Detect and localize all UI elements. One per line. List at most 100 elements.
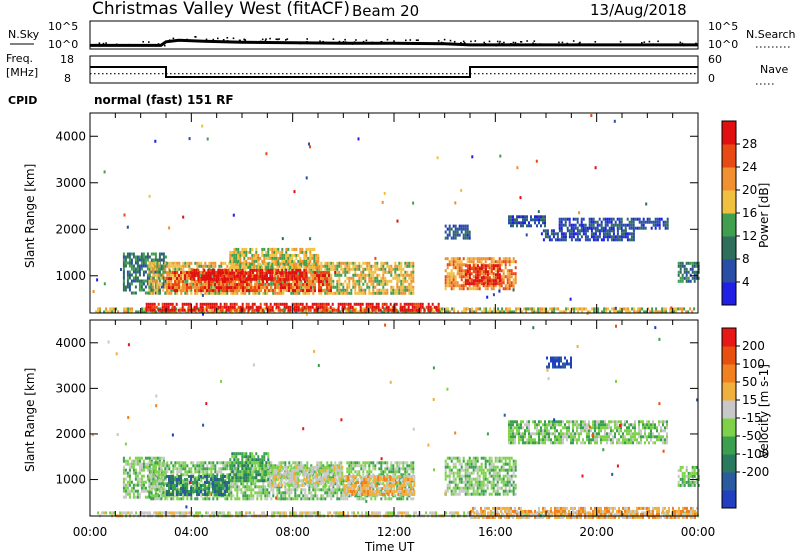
heatmap-cell: [213, 302, 216, 306]
heatmap-cell: [590, 235, 593, 239]
heatmap-cell: [140, 252, 143, 256]
heatmap-cell: [412, 279, 415, 283]
heatmap-cell: [150, 482, 153, 486]
heatmap-cell: [454, 233, 457, 237]
heatmap-cell: [453, 511, 456, 515]
heatmap-cell: [301, 302, 304, 306]
heatmap-cell: [220, 467, 223, 471]
heatmap-cell: [384, 288, 387, 292]
heatmap-cell: [226, 274, 228, 278]
heatmap-cell: [144, 486, 147, 490]
heatmap-cell: [307, 511, 310, 515]
heatmap-cell: [215, 305, 218, 309]
heatmap-cell: [235, 253, 238, 257]
heatmap-cell: [132, 492, 135, 496]
heatmap-cell: [490, 260, 493, 264]
heatmap-cell: [280, 291, 283, 295]
heatmap-cell: [376, 291, 379, 295]
heatmap-cell: [229, 305, 232, 309]
heatmap-cell: [575, 307, 578, 311]
heatmap-cell: [253, 511, 256, 515]
heatmap-cell: [182, 289, 184, 293]
heatmap-cell: [243, 247, 246, 251]
heatmap-cell: [213, 308, 216, 312]
heatmap-cell: [197, 277, 200, 281]
heatmap-cell: [677, 261, 680, 265]
heatmap-cell: [547, 310, 550, 314]
heatmap-cell: [344, 273, 347, 277]
heatmap-cell: [374, 267, 377, 271]
heatmap-cell: [460, 275, 463, 279]
heatmap-cell: [394, 276, 397, 280]
heatmap-cell: [594, 232, 597, 236]
heatmap-cell: [188, 264, 191, 268]
heatmap-cell: [314, 271, 316, 275]
heatmap-cell: [186, 286, 188, 290]
heatmap-cell: [174, 494, 177, 498]
heatmap-cell: [498, 287, 501, 291]
heatmap-cell: [344, 261, 347, 265]
heatmap-cell: [482, 276, 485, 280]
heatmap-cell: [611, 307, 614, 311]
heatmap-cell: [386, 270, 389, 274]
heatmap-cell: [562, 232, 565, 236]
heatmap-cell: [148, 473, 151, 477]
power-x-ticks: [89, 113, 699, 313]
heatmap-cell: [327, 302, 330, 306]
heatmap-cell: [299, 308, 302, 312]
heatmap-cell: [357, 302, 360, 306]
heatmap-cell: [308, 291, 311, 295]
heatmap-cell: [222, 261, 225, 265]
heatmap-cell: [124, 459, 127, 463]
heatmap-cell: [543, 307, 546, 311]
heatmap-cell: [566, 226, 569, 230]
heatmap-cell: [640, 226, 643, 230]
heatmap-cell: [218, 264, 221, 268]
heatmap-cell: [606, 220, 609, 224]
heatmap-cell: [130, 252, 133, 256]
heatmap-cell: [148, 461, 151, 465]
heatmap-cell: [285, 259, 288, 263]
heatmap-cell: [400, 291, 403, 295]
heatmap-cell: [594, 166, 597, 170]
heatmap-cell: [280, 274, 282, 278]
heatmap-cell: [311, 305, 314, 309]
nsky-point: [514, 41, 517, 44]
heatmap-cell: [313, 253, 316, 257]
heatmap-cell: [632, 229, 635, 233]
heatmap-cell: [148, 494, 151, 498]
heatmap-cell: [239, 271, 242, 275]
heatmap-cell: [303, 253, 306, 257]
heatmap-cell: [524, 215, 526, 219]
heatmap-cell: [540, 215, 542, 219]
nsky-point: [162, 42, 164, 45]
heatmap-cell: [293, 271, 296, 275]
heatmap-cell: [275, 302, 278, 306]
heatmap-cell: [270, 282, 273, 286]
heatmap-cell: [636, 217, 639, 221]
heatmap-cell: [360, 276, 363, 280]
heatmap-cell: [498, 260, 501, 264]
heatmap-cell: [212, 473, 215, 477]
heatmap-cell: [128, 471, 131, 475]
heatmap-cell: [152, 497, 155, 501]
heatmap-cell: [330, 267, 333, 271]
heatmap-cell: [446, 236, 449, 240]
heatmap-cell: [478, 267, 481, 271]
heatmap-cell: [150, 270, 153, 274]
heatmap-cell: [341, 308, 344, 312]
heatmap-cell: [230, 286, 232, 290]
nsky-point: [194, 36, 196, 38]
heatmap-cell: [431, 310, 434, 314]
heatmap-cell: [214, 264, 217, 268]
heatmap-cell: [283, 265, 286, 269]
heatmap-cell: [685, 273, 688, 277]
heatmap-cell: [206, 470, 209, 474]
heatmap-cell: [279, 511, 282, 515]
heatmap-cell: [154, 476, 157, 480]
heatmap-cell: [464, 284, 467, 288]
heatmap-cell: [380, 267, 383, 271]
heatmap-cell: [206, 464, 209, 468]
heatmap-cell: [140, 465, 143, 469]
heatmap-cell: [167, 511, 170, 515]
